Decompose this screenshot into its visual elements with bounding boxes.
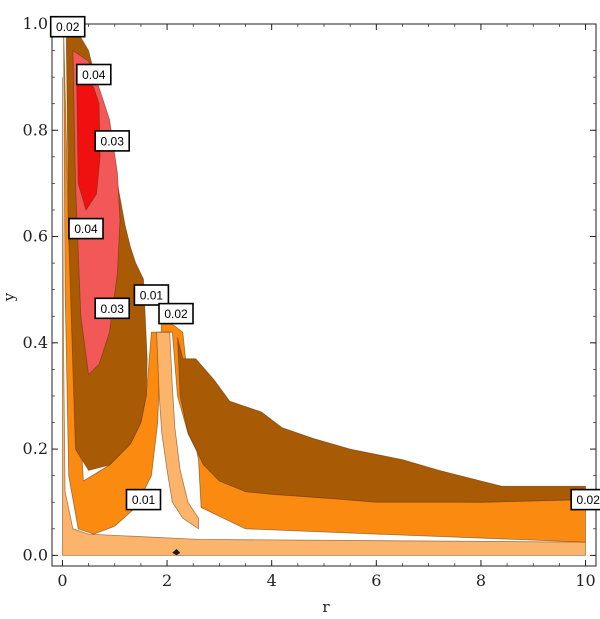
contour-label-box (68, 217, 104, 240)
contour-label-box (125, 488, 162, 511)
contour-label: 0.02 (570, 488, 600, 511)
contour-label-box (133, 284, 170, 306)
contour-label-text: 0.03 (101, 302, 125, 316)
y-tick-label: 0.2 (23, 439, 48, 458)
contour-label-text: 0.04 (74, 222, 98, 236)
contour-label: 0.01 (125, 488, 162, 511)
axis-ticks: 0 2 4 6 8 10 0.0 0.2 0.4 0.6 0.8 1.0 (23, 14, 596, 590)
x-tick-label: 10 (575, 571, 595, 590)
contour-region-dark_blob (172, 549, 181, 556)
contour-label-box (76, 63, 112, 86)
y-axis-label: y (0, 292, 18, 302)
contour-label-text: 0.02 (577, 493, 600, 507)
contour-label: 0.04 (76, 63, 112, 86)
contour-label-box (49, 15, 86, 38)
contour-region-lt_0p01 (62, 77, 586, 556)
x-tick-label: 2 (162, 571, 172, 590)
x-tick-label: 4 (267, 571, 277, 590)
contour-label-text: 0.02 (164, 307, 188, 321)
contour-label-text: 0.03 (101, 134, 125, 148)
contour-label: 0.01 (133, 284, 170, 306)
contour-label-box (94, 297, 130, 320)
contour-label-box (570, 488, 600, 511)
x-tick-label: 8 (476, 571, 486, 590)
y-tick-label: 0.4 (23, 333, 48, 352)
contour-label-box (94, 130, 130, 152)
contour-label: 0.03 (94, 297, 130, 320)
contour-label-text: 0.01 (140, 289, 164, 303)
y-tick-label: 0.6 (23, 227, 48, 246)
contour-region-0p02_0p03 (177, 337, 586, 503)
y-tick-label: 1.0 (23, 14, 48, 33)
contour-region-lt_0p01 (156, 331, 199, 530)
contour-label-text: 0.01 (132, 493, 156, 507)
contour-label-text: 0.04 (82, 68, 106, 82)
y-tick-label: 0.0 (23, 545, 48, 564)
contour-label-box (158, 302, 194, 325)
y-tick-label: 0.8 (23, 120, 48, 139)
x-axis-label: r (322, 598, 330, 616)
x-tick-label: 0 (57, 571, 67, 590)
x-tick-label: 6 (371, 571, 381, 590)
contour-labels: 0.020.040.030.040.010.03 0.020.01 0.02 (49, 15, 600, 511)
contour-label: 0.02 (158, 302, 194, 325)
contour-label: 0.04 (68, 217, 104, 240)
contour-label: 0.02 (49, 15, 86, 38)
contour-label: 0.03 (94, 130, 130, 152)
contour-label-text: 0.02 (56, 20, 80, 34)
